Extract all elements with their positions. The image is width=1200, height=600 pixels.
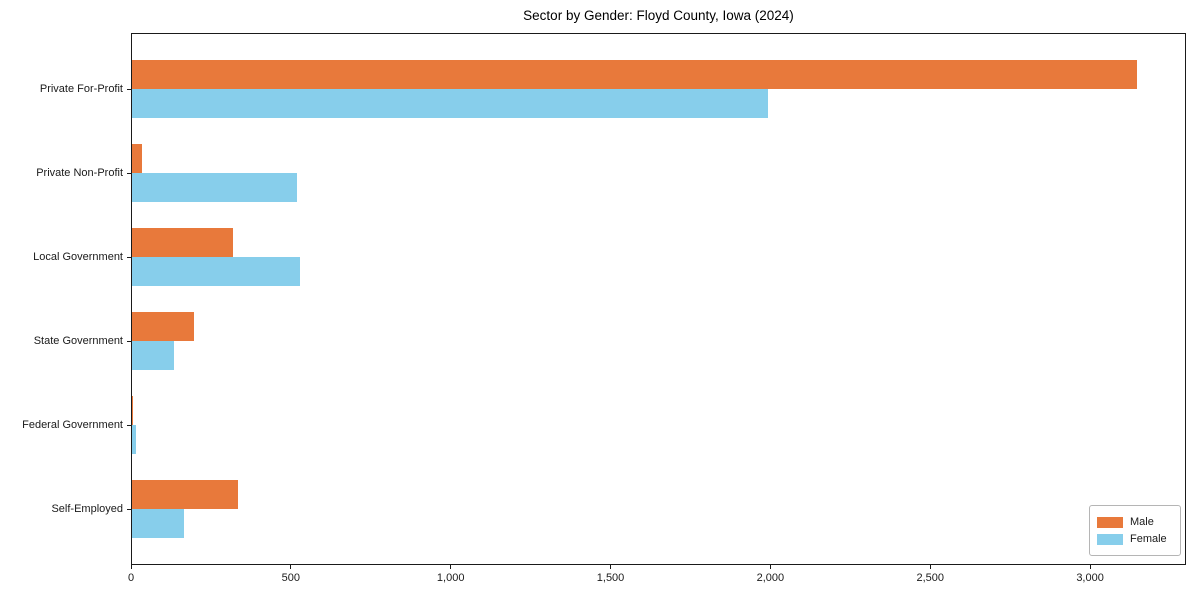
x-tick-label: 0	[127, 572, 135, 584]
legend-swatch-female	[1097, 533, 1123, 545]
legend-label: Male	[1130, 516, 1154, 528]
x-tick-mark	[450, 565, 452, 569]
bar-male-1	[132, 144, 142, 173]
x-tick-mark	[1089, 565, 1091, 569]
x-tick-mark	[610, 565, 612, 569]
x-tick-label: 1,000	[436, 572, 465, 584]
legend-row: Female	[1097, 533, 1173, 545]
x-tick-label: 2,000	[756, 572, 785, 584]
bar-male-2	[132, 228, 234, 257]
chart-title: Sector by Gender: Floyd County, Iowa (20…	[523, 8, 794, 23]
bar-female-1	[132, 173, 298, 202]
bar-female-2	[132, 257, 301, 286]
bar-female-3	[132, 341, 174, 370]
y-tick-label: Private Non-Profit	[36, 167, 123, 179]
y-tick-label: Local Government	[33, 251, 123, 263]
y-tick-label: Self-Employed	[51, 503, 123, 515]
y-tick-label: Private For-Profit	[39, 83, 123, 95]
y-tick-mark	[127, 424, 131, 426]
y-tick-mark	[127, 172, 131, 174]
x-tick-label: 3,000	[1076, 572, 1104, 584]
legend: Male Female	[1089, 505, 1181, 556]
y-tick-label: Federal Government	[22, 419, 123, 431]
x-tick-label: 500	[281, 572, 301, 584]
legend-swatch-male	[1097, 516, 1123, 528]
bar-male-4	[132, 396, 134, 425]
bar-female-5	[132, 509, 185, 538]
legend-label: Female	[1130, 533, 1167, 545]
x-tick-mark	[130, 565, 132, 569]
y-tick-label: State Government	[33, 335, 123, 347]
legend-row: Male	[1097, 516, 1173, 528]
bar-female-0	[132, 89, 769, 118]
bar-female-4	[132, 425, 136, 454]
bar-male-5	[132, 480, 239, 509]
x-tick-mark	[769, 565, 771, 569]
y-tick-mark	[127, 508, 131, 510]
x-tick-label: 2,500	[916, 572, 944, 584]
plot-area	[131, 33, 1186, 565]
bar-male-0	[132, 60, 1138, 89]
x-tick-label: 1,500	[596, 572, 625, 584]
y-tick-mark	[127, 340, 131, 342]
bar-male-3	[132, 312, 195, 341]
x-tick-mark	[290, 565, 292, 569]
x-tick-mark	[929, 565, 931, 569]
y-tick-mark	[127, 256, 131, 258]
y-tick-mark	[127, 88, 131, 90]
